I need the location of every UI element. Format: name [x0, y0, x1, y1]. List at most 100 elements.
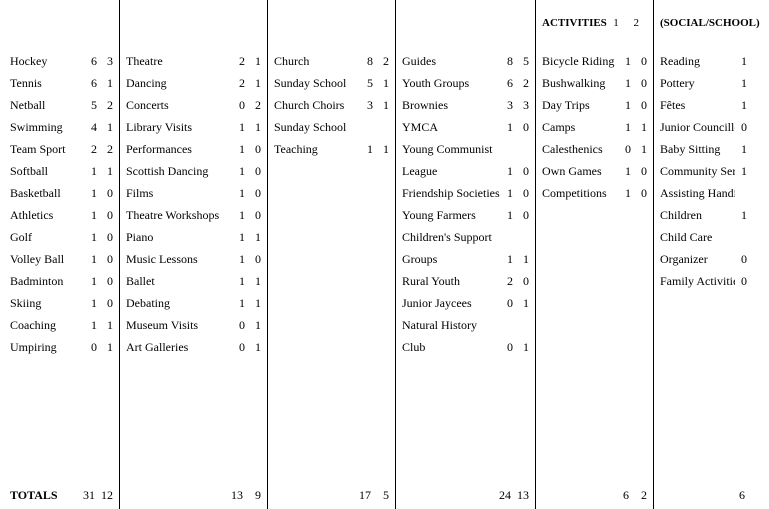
row-value-2 — [749, 50, 763, 72]
row-value-1: 8 — [361, 50, 375, 72]
row-value-2 — [749, 182, 763, 204]
totals-row: 139 — [120, 488, 267, 503]
table-row: Organizer0 — [660, 248, 763, 270]
row-value-1: 1 — [735, 94, 749, 116]
row-value-1: 0 — [233, 314, 247, 336]
row-value-1 — [361, 116, 375, 138]
table-row: Theatre21 — [126, 50, 261, 72]
table-row: Brownies33 — [402, 94, 529, 116]
row-label: Club — [402, 336, 501, 358]
row-label: Concerts — [126, 94, 233, 116]
table-row: Debating11 — [126, 292, 261, 314]
table-row: Rural Youth20 — [402, 270, 529, 292]
totals-value-1: 6 — [611, 488, 629, 503]
row-value-1 — [735, 226, 749, 248]
row-value-2: 1 — [247, 72, 261, 94]
row-value-2: 2 — [515, 72, 529, 94]
totals-value-2: 2 — [629, 488, 647, 503]
row-label: Camps — [542, 116, 619, 138]
table-row: Teaching11 — [274, 138, 389, 160]
column: Church82Sunday School51Church Choirs31Su… — [268, 0, 396, 509]
row-label: YMCA — [402, 116, 501, 138]
totals-row: 175 — [268, 488, 395, 503]
row-value-1 — [501, 314, 515, 336]
row-value-2: 1 — [99, 116, 113, 138]
column-body: Hockey63Tennis61Netball52Swimming41Team … — [4, 46, 119, 509]
row-value-2: 0 — [99, 226, 113, 248]
table-row: Calesthenics01 — [542, 138, 647, 160]
totals-value-2 — [745, 488, 763, 503]
row-value-1: 1 — [233, 292, 247, 314]
row-label: Golf — [10, 226, 85, 248]
row-value-2: 1 — [633, 138, 647, 160]
row-value-1: 1 — [501, 182, 515, 204]
row-value-2 — [749, 138, 763, 160]
row-label: Teaching — [274, 138, 361, 160]
table-row: Club01 — [402, 336, 529, 358]
row-value-2 — [749, 94, 763, 116]
row-value-1: 1 — [501, 160, 515, 182]
row-value-1: 1 — [735, 204, 749, 226]
row-label: Groups — [402, 248, 501, 270]
row-label: Young Farmers — [402, 204, 501, 226]
row-value-1: 1 — [85, 204, 99, 226]
row-value-2: 1 — [375, 94, 389, 116]
row-value-2 — [749, 72, 763, 94]
row-value-2: 0 — [633, 160, 647, 182]
row-value-1 — [735, 182, 749, 204]
row-value-1: 1 — [735, 138, 749, 160]
row-label: Performances — [126, 138, 233, 160]
table-row: Assisting Handicapped — [660, 182, 763, 204]
row-value-2: 0 — [247, 204, 261, 226]
row-label: Community Service — [660, 160, 735, 182]
column: Theatre21Dancing21Concerts02Library Visi… — [120, 0, 268, 509]
row-label: Team Sport — [10, 138, 85, 160]
row-value-1: 3 — [501, 94, 515, 116]
table-row: Films10 — [126, 182, 261, 204]
table-row: Badminton10 — [10, 270, 113, 292]
row-value-1: 1 — [501, 204, 515, 226]
table-row: Dancing21 — [126, 72, 261, 94]
column: Hockey63Tennis61Netball52Swimming41Team … — [4, 0, 120, 509]
row-value-2: 1 — [247, 270, 261, 292]
row-label: Theatre — [126, 50, 233, 72]
row-value-1: 0 — [619, 138, 633, 160]
row-value-1 — [501, 226, 515, 248]
column: Guides85Youth Groups62Brownies33YMCA10Yo… — [396, 0, 536, 509]
table-columns: Hockey63Tennis61Netball52Swimming41Team … — [0, 0, 769, 509]
row-value-2: 0 — [515, 116, 529, 138]
table-row: Fêtes1 — [660, 94, 763, 116]
table-row: Children1 — [660, 204, 763, 226]
table-row: Athletics10 — [10, 204, 113, 226]
row-label: Church — [274, 50, 361, 72]
row-label: Calesthenics — [542, 138, 619, 160]
table-row: Bicycle Riding10 — [542, 50, 647, 72]
row-value-2 — [749, 226, 763, 248]
totals-label: TOTALS — [10, 488, 77, 503]
row-value-1: 1 — [233, 182, 247, 204]
row-label: Museum Visits — [126, 314, 233, 336]
row-label: Athletics — [10, 204, 85, 226]
table-row: Theatre Workshops10 — [126, 204, 261, 226]
row-value-2: 1 — [375, 72, 389, 94]
row-label: Softball — [10, 160, 85, 182]
row-value-1: 1 — [85, 292, 99, 314]
row-value-2: 1 — [99, 314, 113, 336]
row-value-2: 1 — [633, 116, 647, 138]
row-value-2: 2 — [99, 138, 113, 160]
table-row: Young Farmers10 — [402, 204, 529, 226]
table-row: Junior Councillor0 — [660, 116, 763, 138]
row-label: Day Trips — [542, 94, 619, 116]
column-header-sub: (SOCIAL/SCHOOL) — [660, 17, 763, 29]
row-value-1: 0 — [501, 292, 515, 314]
row-value-2: 0 — [633, 94, 647, 116]
row-label: Pottery — [660, 72, 735, 94]
table-row: Friendship Societies10 — [402, 182, 529, 204]
row-value-2: 1 — [247, 292, 261, 314]
row-label: Swimming — [10, 116, 85, 138]
column-body: Guides85Youth Groups62Brownies33YMCA10Yo… — [396, 46, 535, 509]
row-label: Church Choirs — [274, 94, 361, 116]
table-row: Young Communist — [402, 138, 529, 160]
row-label: Sunday School — [274, 116, 361, 138]
row-value-2: 2 — [375, 50, 389, 72]
